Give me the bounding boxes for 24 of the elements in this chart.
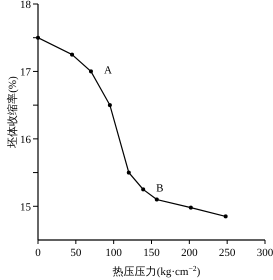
x-axis-title: 热压压力(kg·cm$^{−2}$): [112, 264, 201, 278]
point: [88, 69, 93, 74]
x-tick-label: 200: [181, 247, 198, 259]
point: [141, 187, 146, 192]
point: [36, 36, 40, 40]
point: [224, 214, 228, 218]
annotation: B: [156, 182, 164, 194]
x-tick-label: 0: [35, 247, 42, 259]
y-tick-label: 15: [20, 201, 32, 214]
point: [188, 206, 193, 210]
x-tick-label: 300: [256, 247, 273, 259]
x-tick-label: 50: [70, 247, 82, 259]
y-axis-title: 坯体收缩率(%): [6, 76, 19, 149]
point: [154, 198, 159, 202]
x-tick-label: 150: [143, 247, 160, 259]
x-tick-label: 100: [105, 247, 122, 259]
point: [126, 170, 131, 175]
y-tick-label: 17: [20, 66, 32, 78]
y-tick-label: 16: [20, 134, 32, 146]
point: [70, 52, 74, 57]
annotation: A: [104, 64, 112, 76]
x-tick-label: 250: [218, 247, 236, 259]
point: [108, 103, 112, 108]
y-tick-label: 18: [20, 0, 32, 11]
